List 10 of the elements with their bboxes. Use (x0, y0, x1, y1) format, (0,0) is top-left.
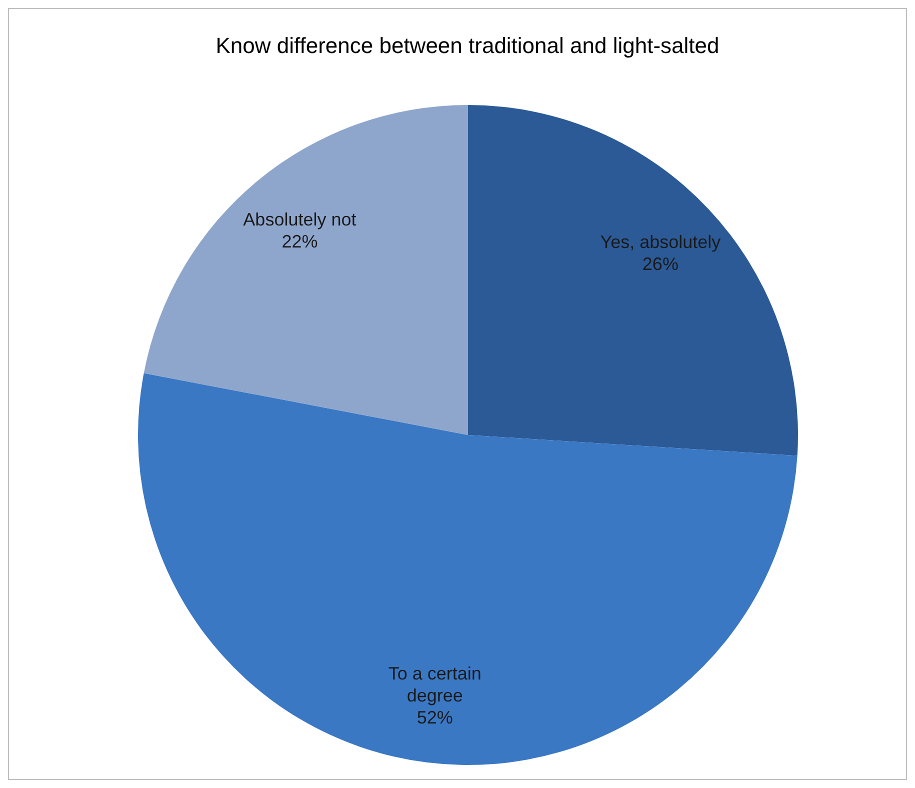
slice-label: Yes, absolutely (600, 232, 721, 252)
pie-slice (468, 105, 798, 456)
data-label: 22% (282, 231, 318, 252)
slice-label: Absolutely not (243, 209, 356, 230)
data-label: 26% (642, 254, 678, 274)
chart-title: Know difference between traditional and light-salted (216, 33, 720, 58)
slice-label: To a certain degree (388, 664, 482, 706)
pie-slice (144, 105, 468, 435)
data-label: 52% (416, 708, 453, 728)
pie-slice (138, 373, 798, 765)
